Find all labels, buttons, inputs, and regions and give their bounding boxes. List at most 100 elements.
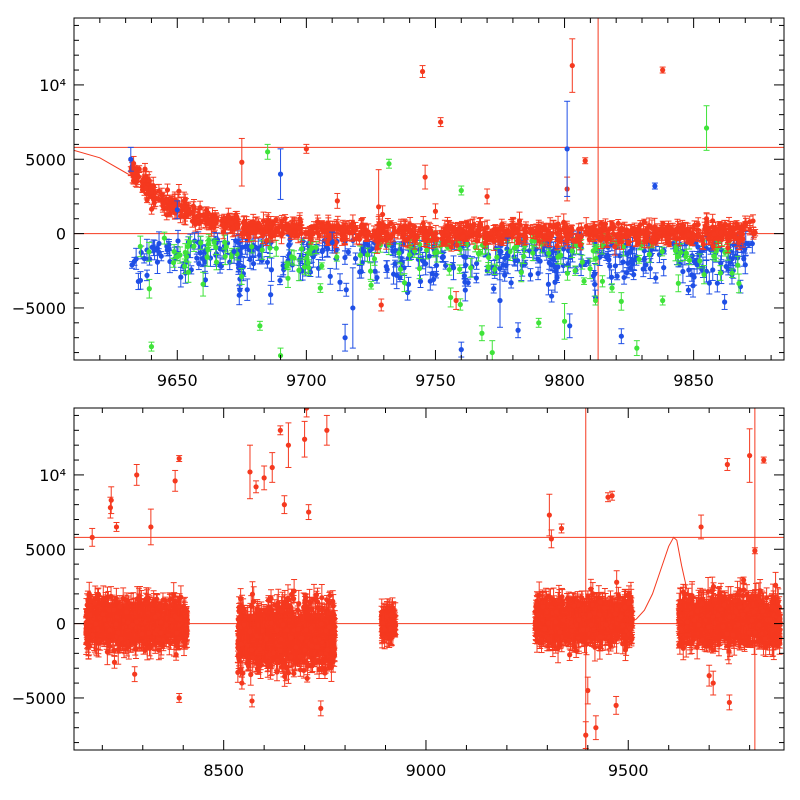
data-point-blue bbox=[417, 274, 424, 288]
data-point-blue bbox=[535, 266, 542, 281]
data-point-red bbox=[164, 183, 171, 197]
data-point-red bbox=[423, 227, 430, 246]
data-point-green bbox=[406, 248, 413, 261]
data-point-blue bbox=[706, 271, 713, 295]
data-point-green bbox=[478, 325, 485, 342]
data-point-green bbox=[211, 238, 218, 247]
plot-area bbox=[74, 18, 784, 360]
data-point-red bbox=[159, 199, 166, 213]
data-point-green bbox=[485, 249, 492, 266]
data-point-blue bbox=[606, 253, 613, 279]
data-point-red bbox=[545, 228, 552, 239]
data-point-red bbox=[685, 226, 692, 243]
data-point-blue bbox=[143, 269, 150, 282]
data-point-blue bbox=[129, 261, 136, 269]
data-point-green bbox=[659, 246, 666, 257]
data-point-red bbox=[374, 242, 381, 254]
data-point-red bbox=[387, 227, 394, 245]
data-point-blue bbox=[618, 328, 625, 345]
data-point-red bbox=[746, 215, 753, 228]
data-point-red bbox=[742, 221, 749, 232]
data-point-red bbox=[135, 171, 142, 182]
data-point-red bbox=[219, 221, 226, 229]
data-point-green bbox=[313, 240, 320, 254]
data-point-green bbox=[221, 234, 228, 250]
data-point-green bbox=[305, 259, 312, 277]
data-point-blue bbox=[490, 283, 497, 294]
data-point-blue bbox=[127, 146, 134, 172]
data-point-red bbox=[428, 232, 435, 249]
data-point-blue bbox=[691, 268, 698, 286]
data-point-red bbox=[233, 210, 240, 224]
data-point-red bbox=[722, 225, 729, 239]
data-point-red bbox=[297, 218, 304, 226]
data-point-red bbox=[306, 225, 313, 236]
data-point-blue bbox=[465, 278, 472, 287]
data-point-red bbox=[152, 184, 159, 202]
data-point-red bbox=[419, 65, 426, 78]
data-point-green bbox=[701, 264, 708, 285]
data-point-green bbox=[177, 246, 184, 264]
data-point-red bbox=[358, 217, 365, 237]
data-point-red bbox=[400, 229, 407, 236]
data-point-red bbox=[674, 218, 681, 238]
data-point-red bbox=[438, 226, 445, 239]
data-point-red bbox=[163, 194, 170, 205]
data-point-red bbox=[609, 220, 616, 227]
data-point-red bbox=[484, 188, 491, 205]
data-point-blue bbox=[714, 273, 721, 293]
data-point-blue bbox=[515, 322, 522, 339]
data-point-red bbox=[582, 227, 589, 237]
data-point-red bbox=[334, 215, 341, 235]
y-tick-label: −5000 bbox=[12, 299, 66, 318]
data-point-green bbox=[703, 105, 710, 151]
data-point-red bbox=[618, 234, 625, 250]
data-point-red bbox=[659, 225, 666, 232]
data-point-green bbox=[545, 248, 552, 258]
data-point-red bbox=[724, 242, 731, 254]
data-point-green bbox=[456, 264, 463, 274]
data-point-green bbox=[569, 243, 576, 259]
data-point-red bbox=[582, 157, 589, 165]
data-point-green bbox=[213, 254, 220, 271]
data-point-green bbox=[318, 262, 325, 270]
data-point-red bbox=[705, 232, 712, 246]
data-point-green bbox=[593, 243, 600, 252]
data-point-red bbox=[240, 216, 247, 230]
data-point-green bbox=[493, 248, 500, 267]
data-point-green bbox=[416, 257, 423, 280]
data-point-red bbox=[375, 169, 382, 245]
data-point-red bbox=[175, 183, 182, 199]
data-point-red bbox=[303, 227, 310, 240]
data-point-blue bbox=[343, 282, 350, 297]
data-point-blue bbox=[195, 257, 202, 271]
data-point-red bbox=[318, 220, 325, 231]
data-point-green bbox=[256, 320, 263, 331]
data-point-blue bbox=[177, 266, 184, 288]
data-point-green bbox=[264, 143, 271, 160]
data-point-green bbox=[592, 251, 599, 266]
data-point-green bbox=[729, 268, 736, 278]
data-point-red bbox=[747, 225, 754, 236]
data-point-blue bbox=[174, 200, 181, 220]
data-point-green bbox=[148, 341, 155, 352]
data-point-green bbox=[371, 251, 378, 266]
data-point-red bbox=[626, 229, 633, 237]
data-point-green bbox=[284, 268, 291, 288]
data-point-red bbox=[422, 164, 429, 190]
data-point-blue bbox=[462, 257, 469, 273]
data-point-blue bbox=[236, 285, 243, 306]
data-point-green bbox=[306, 248, 313, 256]
data-point-blue bbox=[627, 264, 634, 272]
data-point-red bbox=[530, 224, 537, 239]
model-curve bbox=[627, 536, 702, 625]
data-point-blue bbox=[404, 284, 411, 301]
data-point-red bbox=[535, 219, 542, 233]
data-point-blue bbox=[327, 267, 334, 285]
data-point-red bbox=[251, 223, 258, 242]
data-point-blue bbox=[621, 270, 628, 285]
data-point-red bbox=[659, 66, 666, 74]
data-point-green bbox=[717, 265, 724, 281]
data-point-red bbox=[257, 223, 264, 230]
